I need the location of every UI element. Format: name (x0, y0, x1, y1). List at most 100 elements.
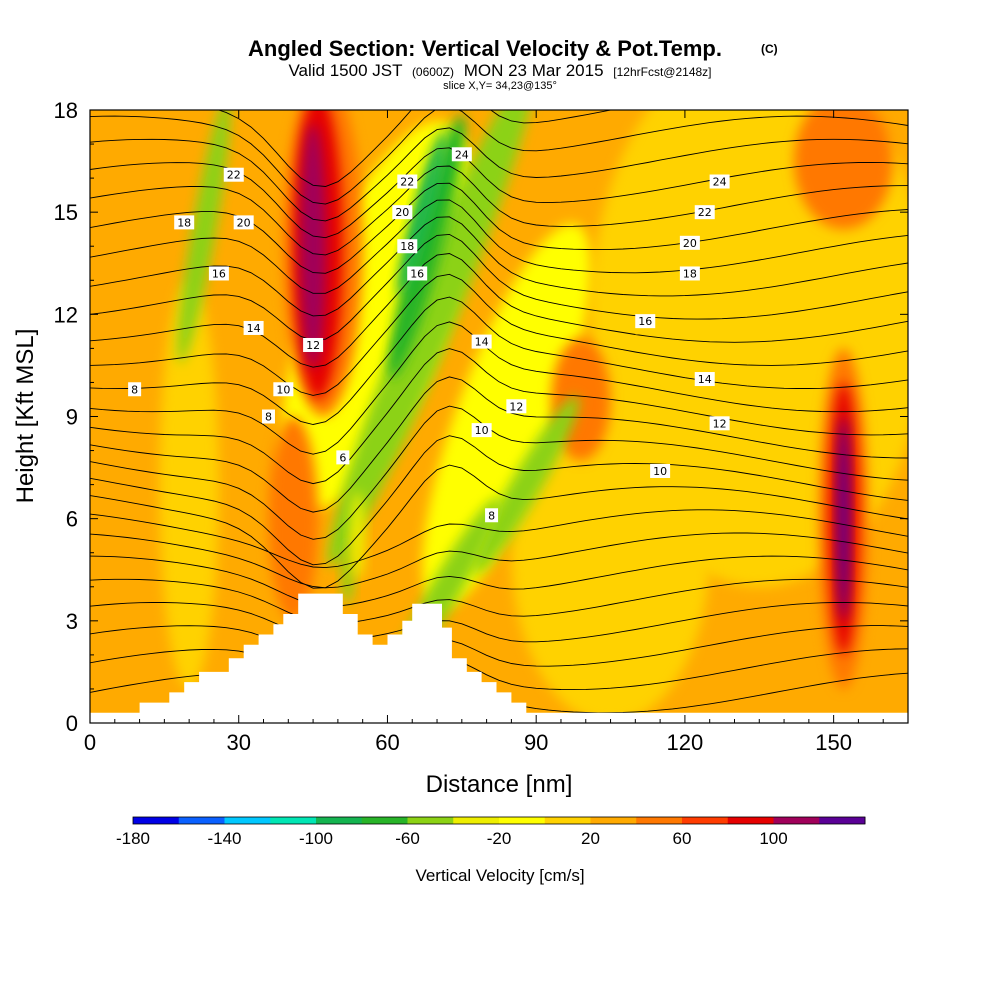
contour-label: 18 (679, 266, 700, 281)
contour-label-box (392, 205, 413, 220)
colorbar-tick-label: 20 (581, 829, 600, 848)
shade-region (837, 416, 850, 621)
contour-label-box (397, 174, 418, 189)
contour-label-box (694, 372, 715, 387)
contour-line (217, 110, 614, 187)
contour-label: 18 (397, 239, 418, 254)
contour-label-text: 24 (713, 176, 727, 189)
contour-label: 8 (128, 382, 142, 397)
shade-region (389, 114, 466, 378)
y-tick-label: 18 (54, 98, 78, 123)
contour-label-text: 18 (400, 240, 414, 253)
x-tick-label: 90 (524, 730, 548, 755)
contour-label-text: 20 (237, 216, 251, 229)
contour-line (90, 435, 908, 566)
y-tick-label: 12 (54, 302, 78, 327)
contour-label: 18 (174, 215, 195, 230)
contour-label: 12 (506, 399, 527, 414)
colorbar-tick-label: -180 (116, 829, 150, 848)
x-tick-label: 30 (226, 730, 250, 755)
y-tick-label: 6 (66, 507, 78, 532)
y-tick-label: 3 (66, 609, 78, 634)
contour-line (90, 147, 908, 239)
colorbar-swatch (133, 817, 180, 824)
contour-label-text: 14 (698, 373, 712, 386)
contour-label-box (223, 167, 244, 182)
contour-label-text: 20 (683, 237, 697, 250)
contour-label-text: 12 (306, 339, 320, 352)
colorbar-frame (132, 816, 866, 825)
colorbar-label: Vertical Velocity [cm/s] (415, 866, 584, 885)
contour-line (90, 532, 908, 589)
contour-label-text: 6 (339, 451, 346, 464)
contour-label: 16 (208, 266, 229, 281)
contour-labels: 24 24 22 22 22 20 20 20 18 18 18 16 16 16 14 14 14 12 12 12… (128, 147, 730, 523)
shade-region (793, 110, 894, 230)
contour-label-box (397, 239, 418, 254)
contour-label: 24 (709, 174, 730, 189)
contour-label: 8 (261, 409, 275, 424)
contour-line (90, 509, 908, 569)
contour-line (90, 233, 908, 342)
colorbar-swatch (499, 817, 546, 824)
contour-line (90, 578, 908, 625)
contour-label-box (208, 266, 229, 281)
contour-label-text: 12 (713, 417, 727, 430)
shade-region (398, 129, 446, 295)
contour-label-box (471, 423, 492, 438)
contour-label-box (635, 314, 656, 329)
contour-label-box (303, 337, 324, 352)
contour-label-box (650, 463, 671, 478)
shade-region (327, 110, 537, 568)
x-tick-label: 150 (815, 730, 852, 755)
contour-line (90, 376, 908, 513)
contour-label-text: 22 (400, 176, 414, 189)
contour-label-text: 10 (276, 383, 290, 396)
subtitle-utc: (0600Z) (412, 65, 454, 79)
contour-label-text: 8 (488, 509, 495, 522)
contour-label: 14 (243, 320, 264, 335)
contour-label-text: 10 (475, 424, 489, 437)
contour-label-text: 16 (410, 267, 424, 280)
shade-region (473, 395, 579, 574)
contour-label-box (451, 147, 472, 162)
subtitle-valid: Valid 1500 JST (288, 61, 402, 80)
subtitle-date: MON 23 Mar 2015 (464, 61, 604, 80)
colorbar-swatch (544, 817, 591, 824)
contour-line (90, 110, 908, 205)
colorbar-swatch (819, 817, 866, 824)
colorbar-swatch (727, 817, 774, 824)
contour-label: 14 (471, 334, 492, 349)
shade-region (422, 223, 591, 610)
potential-temperature-contours (90, 110, 908, 714)
y-tick-label: 0 (66, 711, 78, 736)
contour-label-box (485, 508, 499, 523)
contour-label: 20 (392, 205, 413, 220)
colorbar-swatch (682, 817, 729, 824)
contour-line (90, 405, 908, 540)
contour-label: 20 (679, 235, 700, 250)
colorbar-swatch (636, 817, 683, 824)
y-axis-label: Height [Kft MSL] (12, 329, 39, 504)
contour-label-text: 20 (395, 206, 409, 219)
contour-label-box (506, 399, 527, 414)
title-unit: (C) (761, 42, 778, 56)
contour-label-text: 8 (265, 411, 272, 424)
x-tick-label: 120 (667, 730, 704, 755)
y-tick-label: 9 (66, 405, 78, 430)
colorbar-swatch (453, 817, 500, 824)
contour-label-text: 24 (455, 148, 469, 161)
plot-area: 24 24 22 22 22 20 20 20 18 18 18 16 16 16 14 14 14 12 12 12… (90, 110, 908, 723)
contour-line (90, 321, 908, 455)
subtitle-run: [12hrFcst@2148z] (613, 65, 711, 79)
terrain-mask (90, 593, 908, 723)
contour-label: 22 (694, 205, 715, 220)
contour-label-text: 10 (653, 465, 667, 478)
x-axis: 0 30 60 90 120 150 (84, 110, 884, 755)
contour-label-text: 18 (177, 216, 191, 229)
contour-label-box (273, 382, 294, 397)
contour-line (90, 625, 908, 667)
contour-label-text: 16 (212, 267, 226, 280)
contour-label-text: 14 (247, 322, 261, 335)
